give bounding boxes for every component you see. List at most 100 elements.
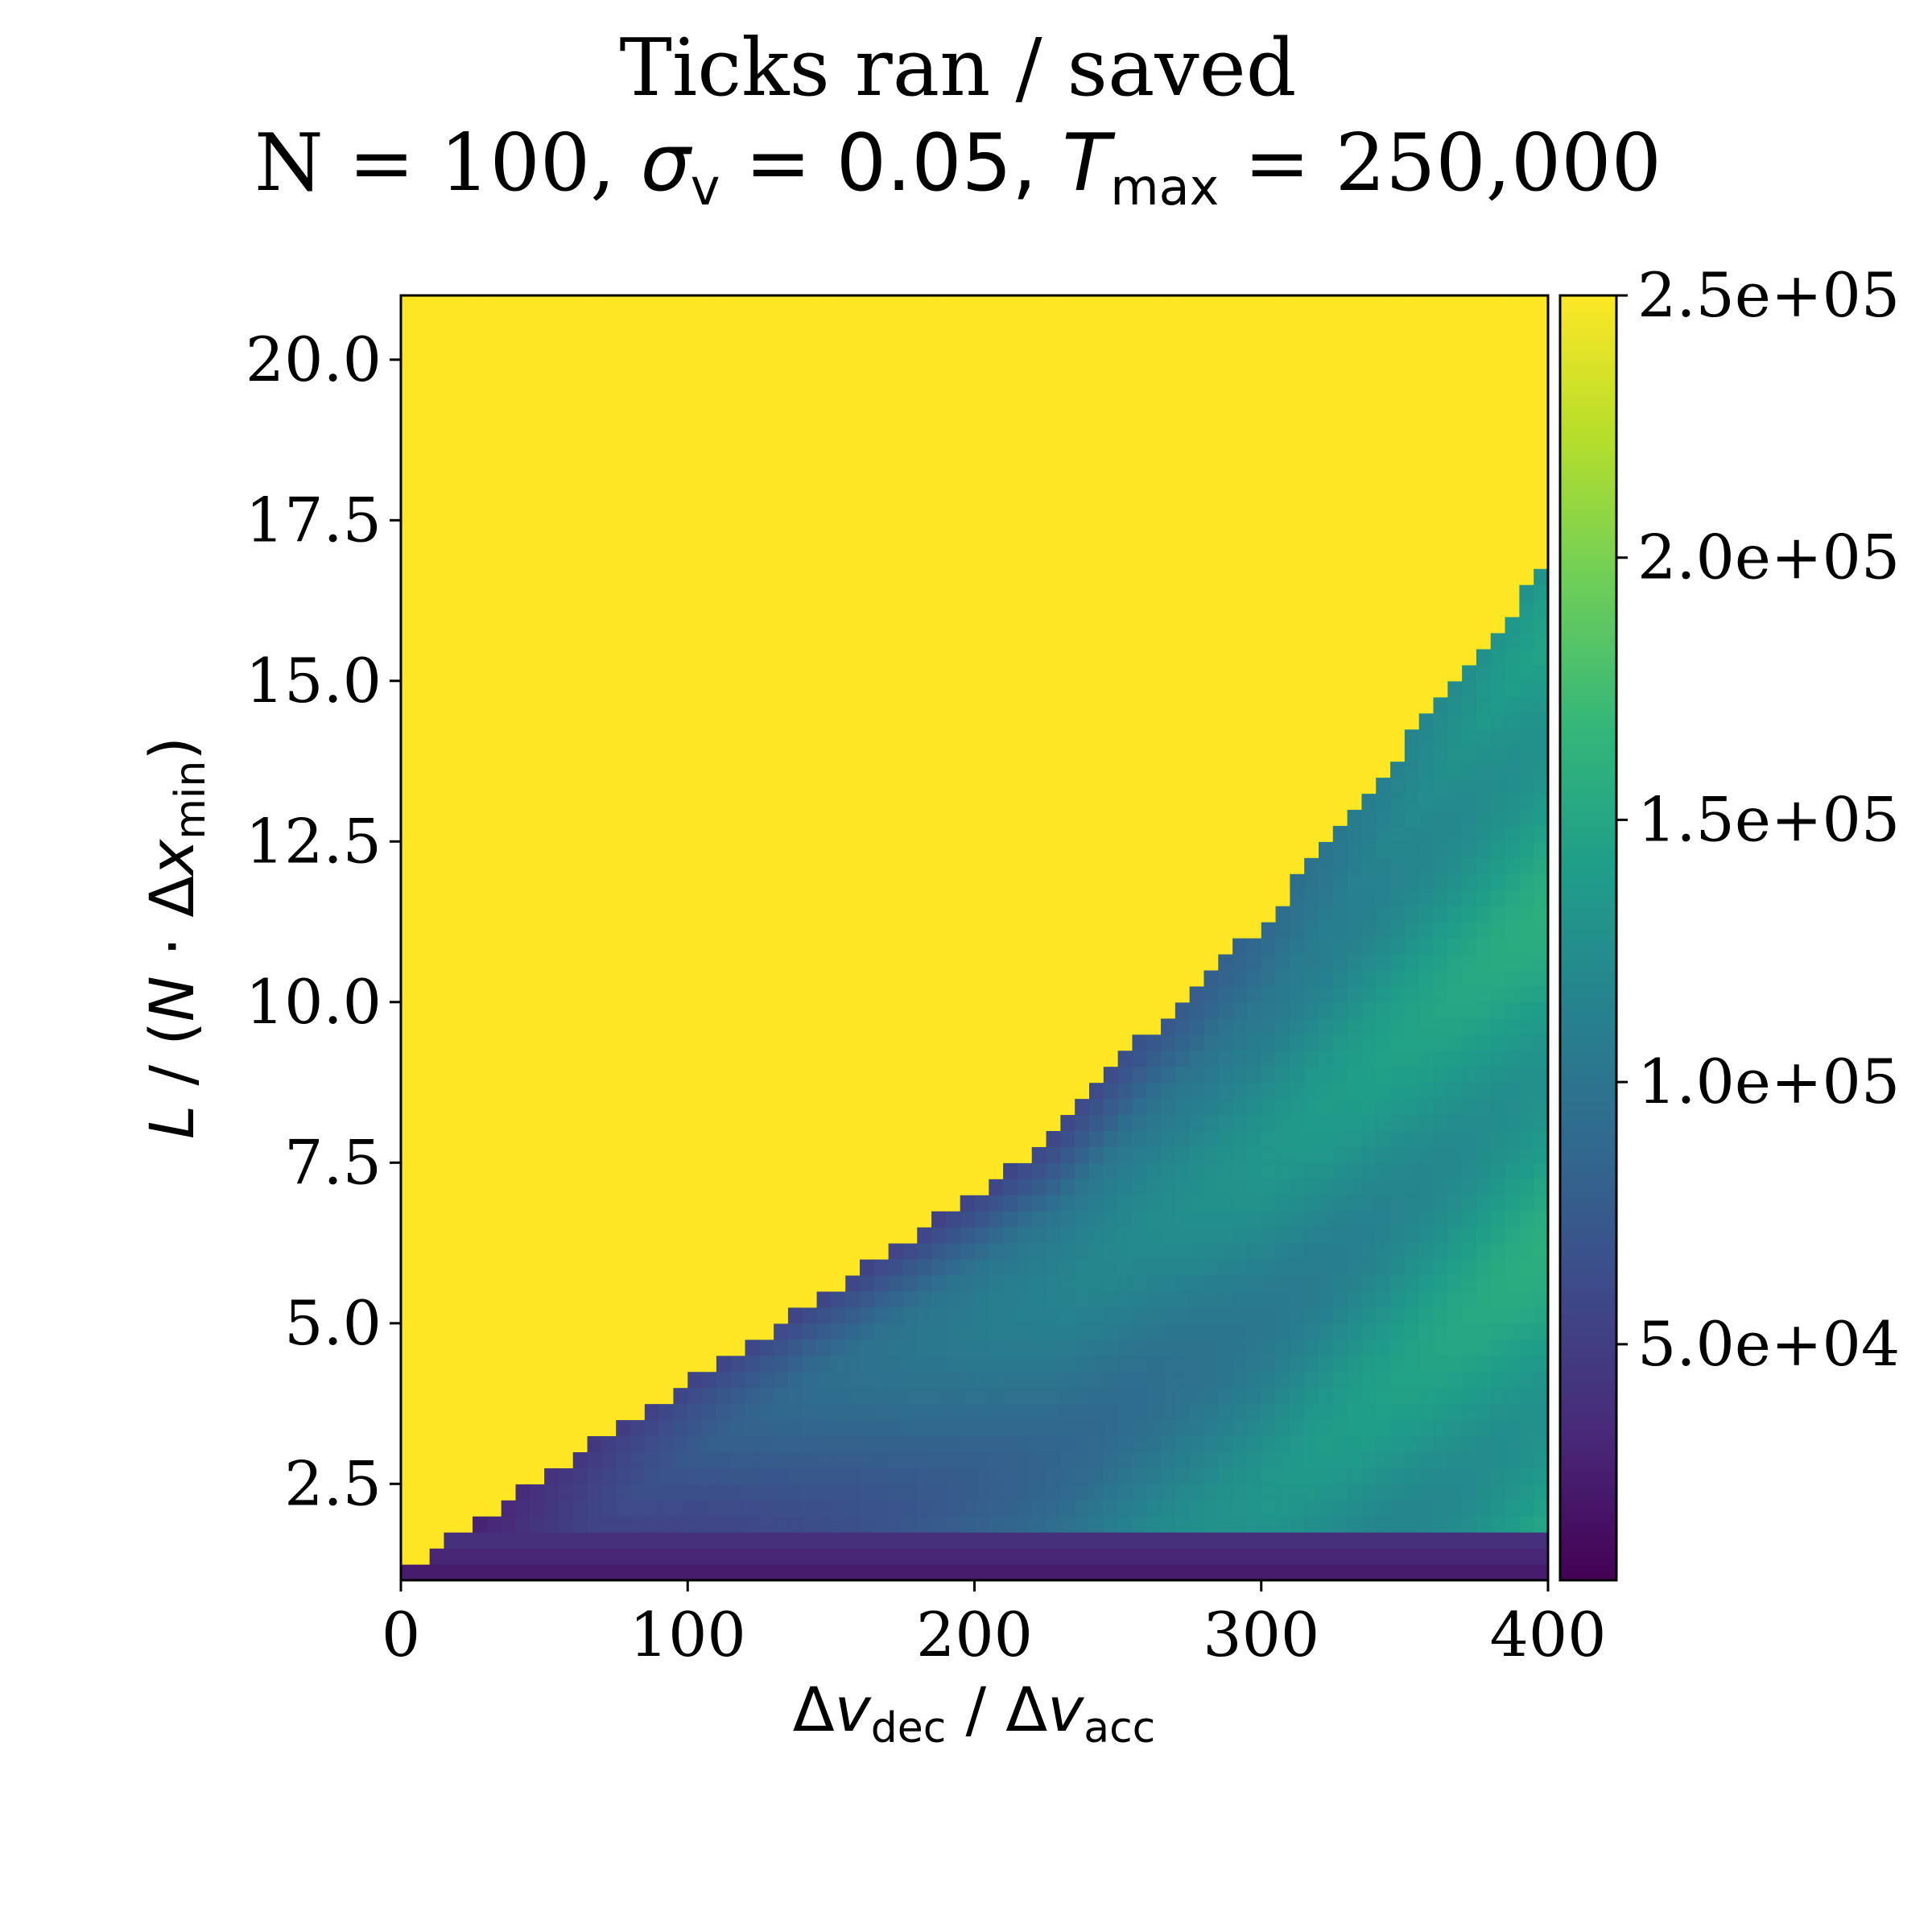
heatmap-cell [1046, 1307, 1061, 1324]
heatmap-cell [515, 1323, 530, 1340]
heatmap-cell [587, 1274, 602, 1292]
heatmap-cell [501, 761, 517, 778]
heatmap-cell [558, 1098, 574, 1116]
heatmap-cell [945, 520, 961, 537]
heatmap-cell [974, 472, 989, 489]
heatmap-cell [1232, 712, 1248, 730]
heatmap-cell [486, 488, 502, 505]
heatmap-cell [1046, 1130, 1061, 1147]
heatmap-cell [960, 407, 976, 425]
heatmap-cell [787, 1387, 803, 1405]
heatmap-cell [1003, 423, 1018, 441]
heatmap-cell [1203, 712, 1219, 730]
heatmap-cell [415, 1179, 431, 1195]
heatmap-cell [759, 343, 774, 361]
heatmap-cell [1275, 1564, 1290, 1580]
heatmap-cell [831, 696, 846, 714]
heatmap-cell [960, 1098, 976, 1116]
heatmap-cell [1075, 890, 1090, 906]
heatmap-cell [917, 1034, 932, 1051]
heatmap-cell [730, 359, 746, 377]
heatmap-cell [401, 938, 416, 955]
heatmap-cell [1117, 584, 1133, 601]
heatmap-cell [745, 664, 760, 682]
heatmap-cell [787, 922, 803, 939]
heatmap-cell [1003, 295, 1018, 312]
heatmap-cell [572, 1018, 588, 1035]
heatmap-cell [1203, 375, 1219, 393]
heatmap-cell [558, 1484, 574, 1501]
heatmap-cell [1189, 568, 1205, 585]
heatmap-cell [1290, 1355, 1305, 1373]
heatmap-cell [1261, 1227, 1277, 1244]
heatmap-cell [1161, 407, 1176, 425]
heatmap-cell [1003, 1050, 1018, 1067]
heatmap-cell [1189, 1274, 1205, 1292]
heatmap-cell [601, 1548, 617, 1565]
heatmap-cell [673, 1339, 688, 1356]
heatmap-cell [730, 922, 746, 939]
heatmap-cell [572, 969, 588, 987]
heatmap-cell [1103, 1516, 1119, 1533]
heatmap-cell [989, 648, 1004, 666]
heatmap-cell [501, 985, 517, 1003]
heatmap-cell [1161, 601, 1176, 617]
heatmap-cell [802, 1307, 818, 1324]
heatmap-cell [401, 617, 416, 634]
heatmap-cell [816, 890, 832, 906]
heatmap-cell [544, 664, 559, 682]
heatmap-cell [1132, 985, 1147, 1003]
heatmap-cell [1089, 696, 1104, 714]
heatmap-cell [1189, 520, 1205, 537]
heatmap-cell [1003, 1034, 1018, 1051]
heatmap-cell [860, 1211, 875, 1228]
heatmap-cell [960, 1290, 976, 1308]
heatmap-cell [458, 1001, 473, 1019]
heatmap-cell [429, 841, 445, 858]
heatmap-cell [831, 1484, 846, 1501]
heatmap-cell [1161, 873, 1176, 890]
heatmap-cell [1261, 1355, 1277, 1373]
heatmap-cell [616, 1195, 631, 1212]
heatmap-cell [1189, 552, 1205, 569]
heatmap-cell [1261, 488, 1277, 505]
heatmap-cell [630, 1564, 646, 1580]
heatmap-cell [931, 793, 947, 810]
heatmap-cell [860, 1098, 875, 1116]
heatmap-cell [1060, 456, 1075, 473]
heatmap-cell [816, 1018, 832, 1035]
heatmap-cell [1017, 1162, 1033, 1179]
heatmap-cell [831, 1419, 846, 1437]
heatmap-cell [802, 1371, 818, 1389]
heatmap-cell [601, 938, 617, 955]
heatmap-cell [873, 1516, 890, 1533]
heatmap-cell [1261, 841, 1277, 858]
heatmap-cell [1132, 456, 1147, 473]
heatmap-cell [989, 953, 1004, 971]
heatmap-cell [860, 1146, 875, 1163]
heatmap-cell [960, 472, 976, 489]
heatmap-cell [1117, 922, 1133, 939]
heatmap-cell [745, 1018, 760, 1035]
heatmap-cell [902, 472, 918, 489]
heatmap-cell [530, 969, 545, 987]
heatmap-cell [1246, 568, 1262, 585]
heatmap-cell [644, 1387, 660, 1405]
heatmap-cell [458, 391, 473, 409]
heatmap-cell [515, 953, 530, 971]
heatmap-cell [931, 391, 947, 409]
heatmap-cell [716, 359, 732, 377]
heatmap-cell [630, 1371, 646, 1389]
heatmap-cell [501, 407, 517, 425]
heatmap-cell [572, 1082, 588, 1100]
heatmap-cell [960, 343, 976, 361]
heatmap-cell [816, 1179, 832, 1195]
heatmap-cell [558, 584, 574, 601]
heatmap-cell [1189, 1082, 1205, 1100]
heatmap-cell [831, 1516, 846, 1533]
heatmap-cell [888, 1290, 904, 1308]
heatmap-cell [759, 1435, 774, 1452]
heatmap-cell [931, 1564, 947, 1580]
heatmap-cell [1161, 1050, 1176, 1067]
heatmap-cell [1117, 857, 1133, 874]
